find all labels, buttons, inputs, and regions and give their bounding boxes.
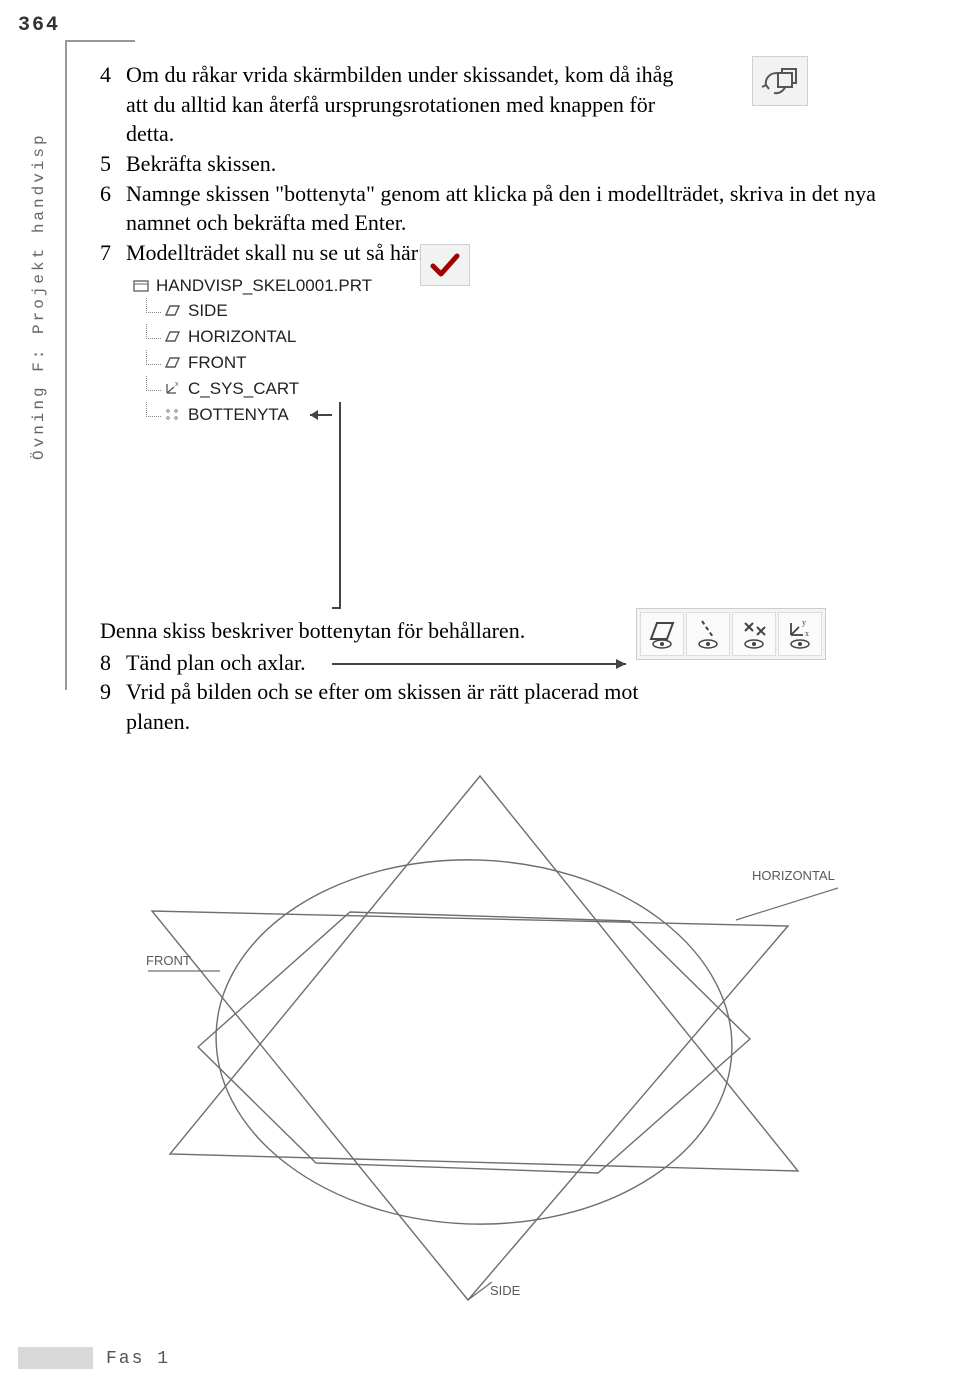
label-front: FRONT <box>146 953 191 968</box>
paragraph-text: Namnge skissen "bottenyta" genom att kli… <box>126 179 920 238</box>
content-column: 4 Om du råkar vrida skärmbilden under sk… <box>100 60 920 428</box>
tree-item-horizontal: HORIZONTAL <box>164 324 920 350</box>
diagram-triangle-down <box>152 911 788 1300</box>
tree-item-side: SIDE <box>164 298 920 324</box>
model-tree: HANDVISP_SKEL0001.PRT SIDE HORIZONTAL FRON… <box>132 274 920 428</box>
paragraph-4: 4 Om du råkar vrida skärmbilden under sk… <box>100 60 920 149</box>
tree-item-label: BOTTENYTA <box>188 405 289 425</box>
paragraph-number: 5 <box>100 149 126 179</box>
axis-vis-icon[interactable] <box>686 612 730 656</box>
plane-icon <box>164 329 181 344</box>
callout-arrow-tree <box>332 398 512 628</box>
tree-root-label: HANDVISP_SKEL0001.PRT <box>156 276 372 296</box>
side-leader <box>468 1282 492 1300</box>
paragraph-number: 6 <box>100 179 126 209</box>
paragraph-number: 4 <box>100 60 126 90</box>
paragraph-7: 7 Modellträdet skall nu se ut så här: <box>100 238 920 268</box>
point-vis-icon[interactable] <box>732 612 776 656</box>
paragraph-text: Om du råkar vrida skärmbilden under skis… <box>126 60 686 149</box>
paragraph-5: 5 Bekräfta skissen. <box>100 149 920 179</box>
plane-vis-icon[interactable] <box>640 612 684 656</box>
tree-item-front: FRONT <box>164 350 920 376</box>
visibility-toolbar: yx <box>636 608 826 660</box>
csys-vis-icon[interactable]: yx <box>778 612 822 656</box>
label-side: SIDE <box>490 1283 521 1298</box>
datum-icon <box>164 407 181 422</box>
diagram-hexagon <box>198 912 750 1173</box>
footer-label: Fas 1 <box>106 1349 170 1369</box>
paragraph-6: 6 Namnge skissen "bottenyta" genom att k… <box>100 179 920 238</box>
horizontal-leader <box>736 888 838 920</box>
page: 364 Övning F: Projekt handvisp 4 Om du r… <box>0 0 960 1391</box>
margin-rule <box>65 40 67 690</box>
page-number: 364 <box>18 14 60 37</box>
header-rule <box>65 40 135 42</box>
paragraph-text: Vrid på bilden och se efter om skissen ä… <box>126 677 686 736</box>
paragraph-number: 9 <box>100 677 126 707</box>
tree-root: HANDVISP_SKEL0001.PRT <box>132 274 920 298</box>
paragraph-text: Bekräfta skissen. <box>126 149 920 179</box>
tree-item-bottenyta: BOTTENYTA <box>164 402 920 428</box>
tree-item-label: C_SYS_CART <box>188 379 299 399</box>
paragraph-number: 7 <box>100 238 126 268</box>
paragraph-9: 9 Vrid på bilden och se efter om skissen… <box>100 677 920 736</box>
section-label: Övning F: Projekt handvisp <box>30 60 48 460</box>
svg-text:x: x <box>175 381 179 388</box>
arrow-left-icon <box>304 407 334 423</box>
paragraph-text: Modellträdet skall nu se ut så här: <box>126 238 920 268</box>
tree-item-label: HORIZONTAL <box>188 327 296 347</box>
svg-text:x: x <box>805 629 809 638</box>
diagram-ellipse <box>210 851 738 1233</box>
paragraph-number: 8 <box>100 648 126 678</box>
geometry-diagram: FRONT HORIZONTAL SIDE <box>140 770 860 1310</box>
svg-text:y: y <box>802 618 806 627</box>
tree-item-label: SIDE <box>188 301 228 321</box>
part-icon <box>132 278 149 293</box>
label-horizontal: HORIZONTAL <box>752 868 835 883</box>
tree-item-label: FRONT <box>188 353 247 373</box>
csys-icon: x <box>164 381 181 396</box>
plane-icon <box>164 355 181 370</box>
tree-children: SIDE HORIZONTAL FRONT x C_SYS_CART BOTTENYTA <box>132 298 920 428</box>
plane-icon <box>164 303 181 318</box>
footer-tab <box>18 1347 93 1369</box>
tree-item-c_sys_cart: x C_SYS_CART <box>164 376 920 402</box>
callout-arrow-toolbar <box>332 654 642 674</box>
